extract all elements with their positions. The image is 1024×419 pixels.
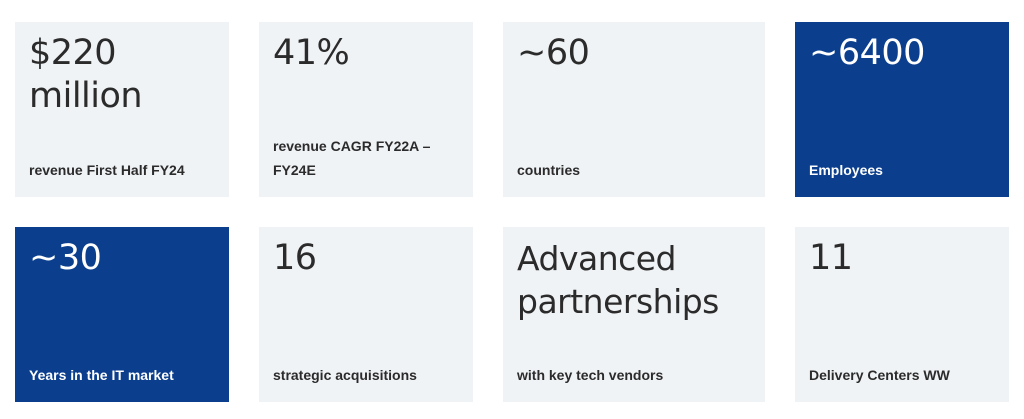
stat-value: ~6400: [809, 33, 925, 73]
stat-card-delivery-centers: 11 Delivery Centers WW: [795, 227, 1009, 402]
stat-label: with key tech vendors: [517, 367, 664, 383]
stat-card-years: ~30 Years in the IT market: [15, 227, 229, 402]
stat-card-countries: ~60 countries: [503, 22, 765, 197]
stat-card-partnerships: Advanced partnerships with key tech vend…: [503, 227, 765, 402]
stat-label: Employees: [809, 162, 883, 178]
stat-card-employees: ~6400 Employees: [795, 22, 1009, 197]
stat-value: 41%: [273, 33, 350, 73]
stat-label: Years in the IT market: [29, 367, 174, 383]
stat-value: ~30: [29, 238, 102, 278]
stat-value: ~60: [517, 33, 590, 73]
stat-label: revenue First Half FY24: [29, 162, 185, 178]
stat-card-revenue: $220 million revenue First Half FY24: [15, 22, 229, 197]
stat-label: countries: [517, 162, 581, 178]
stat-label: revenue CAGR FY22A – FY24E: [273, 138, 431, 178]
stat-value: 11: [809, 238, 853, 278]
stat-card-cagr: 41% revenue CAGR FY22A – FY24E: [259, 22, 473, 197]
stat-card-acquisitions: 16 strategic acquisitions: [259, 227, 473, 402]
stat-label: strategic acquisitions: [273, 367, 417, 383]
stat-label: Delivery Centers WW: [809, 367, 950, 383]
stat-value: Advanced partnerships: [517, 239, 719, 321]
stat-value: 16: [273, 238, 317, 278]
stat-value: $220 million: [29, 33, 143, 116]
